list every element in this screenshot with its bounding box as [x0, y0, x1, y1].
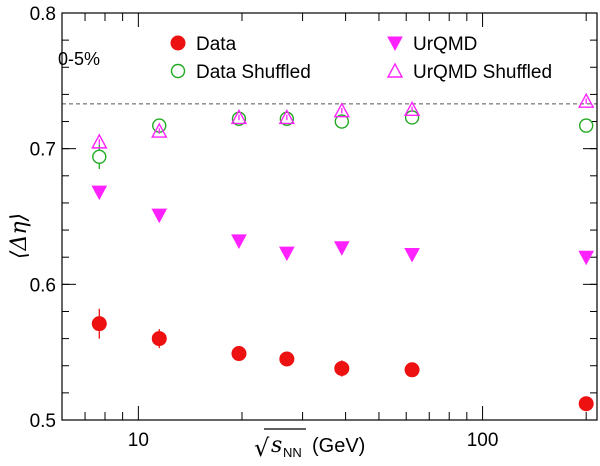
- legend: Data Data Shuffled UrQMD UrQMD Shuffled: [170, 34, 552, 83]
- data-point: [92, 149, 107, 165]
- series-data-shuffled: [92, 110, 594, 170]
- legend-marker: [170, 63, 186, 79]
- y-tick-label: 0.6: [30, 275, 56, 296]
- data-point: [91, 133, 108, 149]
- y-tick-label: 0.7: [30, 140, 56, 161]
- data-point: [278, 108, 296, 125]
- data-point: [578, 92, 595, 108]
- legend-marker: [386, 62, 404, 78]
- series-urqmd: [91, 185, 595, 266]
- legend-label: UrQMD: [413, 34, 477, 55]
- centrality-annotation: 0-5%: [58, 49, 100, 69]
- data-point: [333, 102, 350, 118]
- legend-marker: [387, 36, 403, 52]
- legend-label: Data: [196, 34, 237, 55]
- data-point: [578, 396, 594, 412]
- data-point: [279, 351, 295, 367]
- data-point: [151, 208, 168, 224]
- y-tick-label: 0.5: [30, 411, 56, 432]
- x-axis-label: √ s NN (GeV): [254, 428, 365, 462]
- plot-frame: [61, 12, 598, 421]
- data-point: [151, 331, 167, 347]
- y-axis-label: ⟨Δη⟩: [7, 213, 32, 259]
- data-point: [404, 247, 420, 263]
- series-urqmd-shuffled: [91, 92, 595, 149]
- x-axis-label-sub: NN: [283, 445, 302, 460]
- legend-label: UrQMD Shuffled: [413, 62, 552, 83]
- series-data: [91, 308, 594, 412]
- x-tick-label: 100: [467, 430, 499, 451]
- data-point: [334, 360, 350, 376]
- x-axis-label-root: √: [254, 434, 270, 462]
- data-point: [231, 234, 247, 249]
- data-point: [151, 122, 168, 138]
- data-point: [91, 316, 107, 332]
- data-point: [403, 100, 421, 117]
- x-tick-label: 10: [128, 430, 149, 451]
- data-point: [578, 118, 594, 133]
- legend-marker: [170, 35, 186, 51]
- data-point: [404, 362, 420, 378]
- data-point: [91, 185, 108, 201]
- x-axis-label-var: s: [271, 433, 282, 458]
- data-point: [333, 241, 350, 256]
- data-point: [404, 110, 420, 125]
- data-point: [230, 108, 248, 125]
- data-point: [334, 114, 350, 129]
- y-tick-label: 0.8: [30, 4, 56, 25]
- data-point: [231, 346, 247, 362]
- data-point: [578, 250, 595, 266]
- x-axis-label-unit: (GeV): [312, 435, 365, 457]
- data-point: [279, 246, 295, 262]
- legend-label: Data Shuffled: [196, 62, 311, 83]
